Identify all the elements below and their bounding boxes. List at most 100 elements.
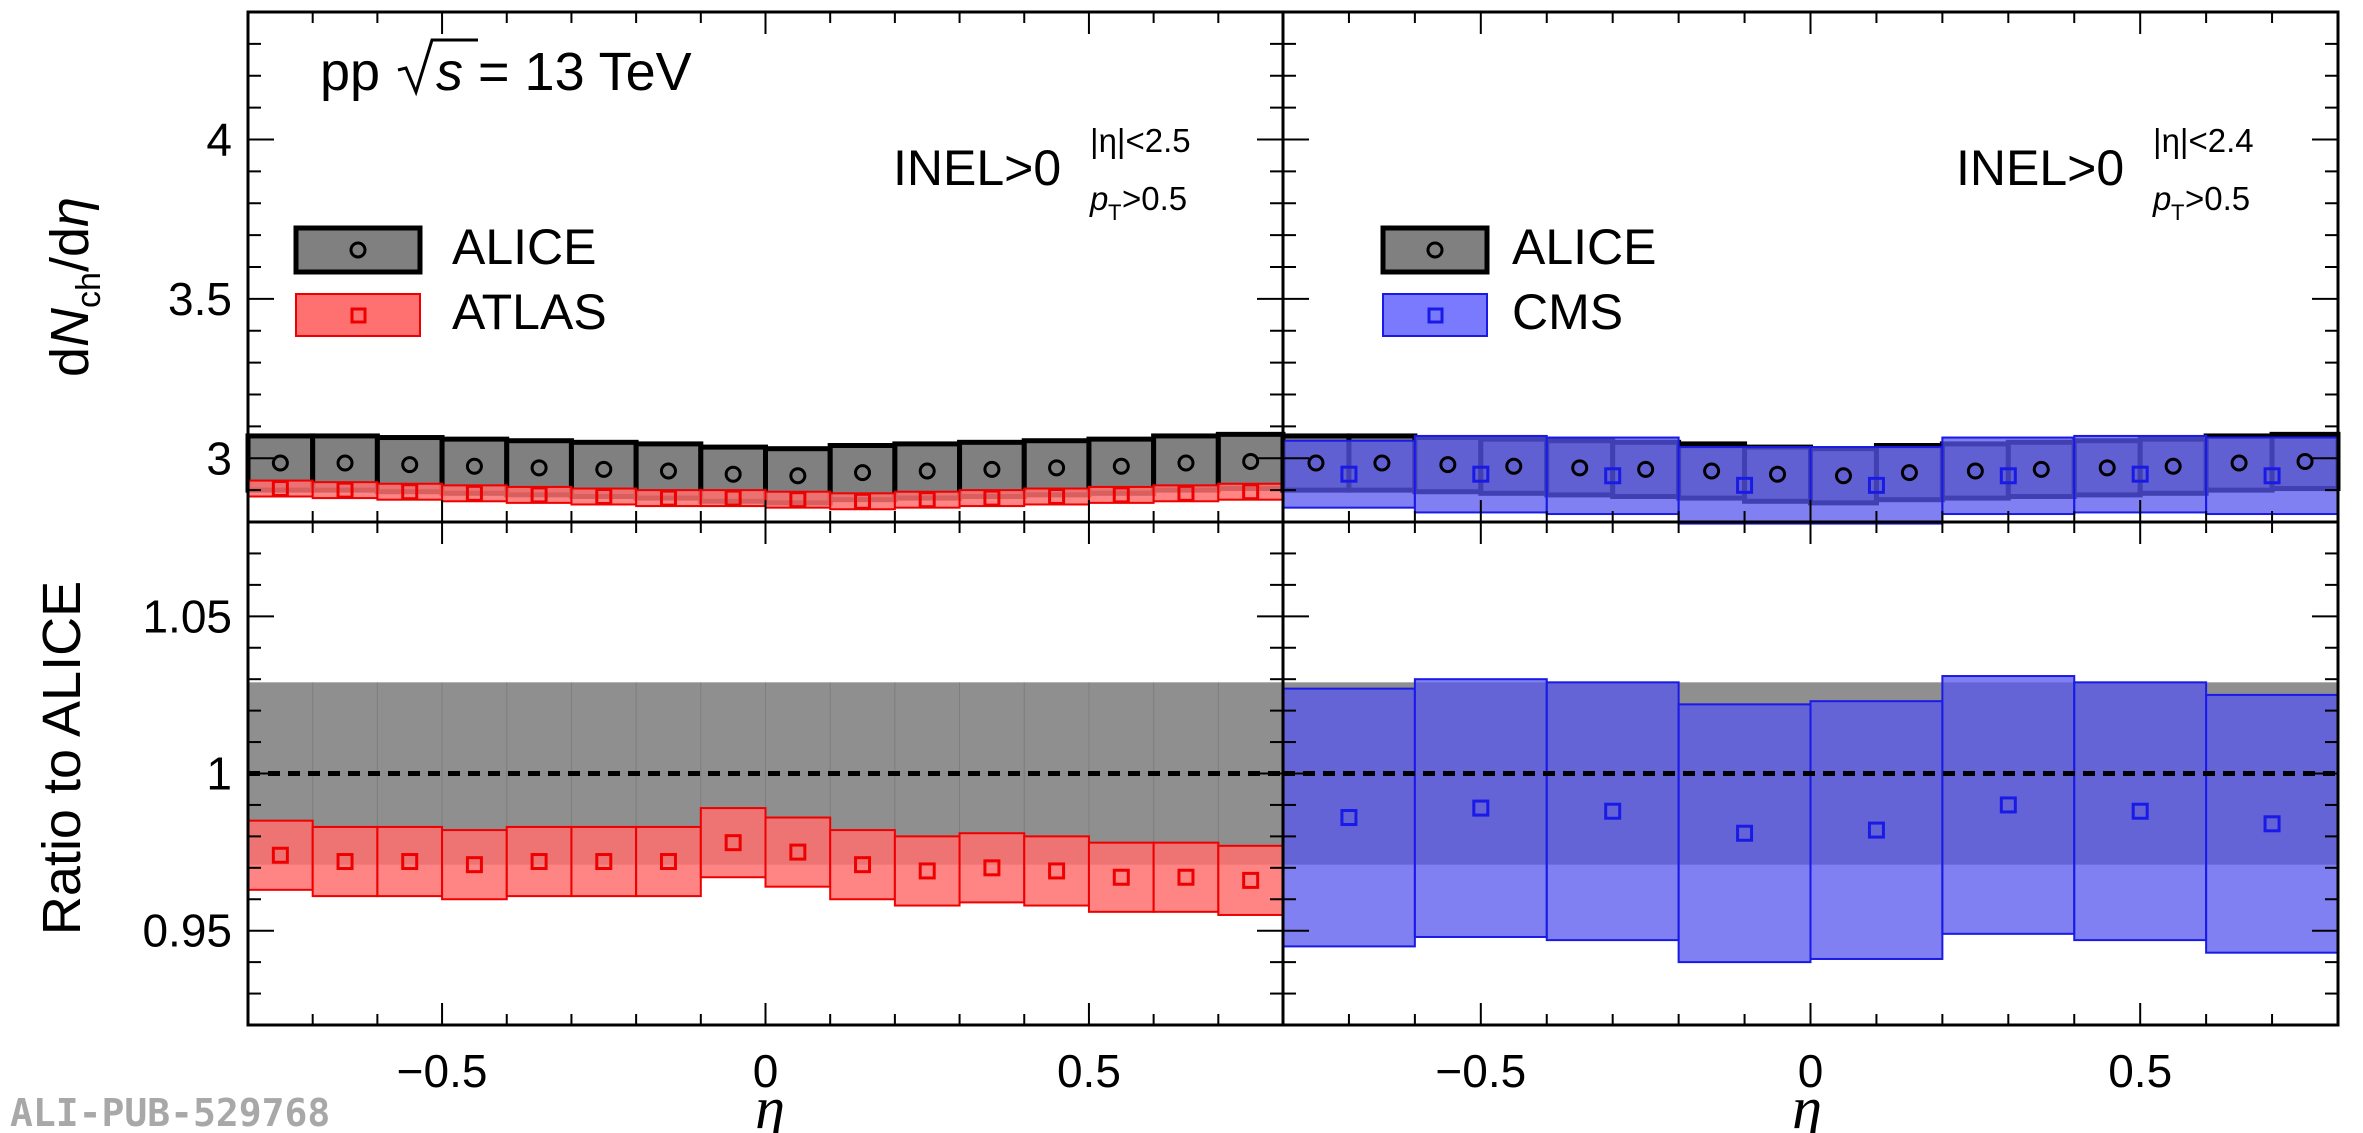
- tl-alice-box-12: [1021, 438, 1092, 498]
- svg-text:T: T: [1108, 200, 1121, 225]
- tl-alice-point-8: [789, 467, 807, 485]
- tr-alice-point-1: [1373, 454, 1391, 472]
- tl-alice-box-15: [1215, 431, 1286, 492]
- tl-alice-point-7: [724, 465, 742, 483]
- legend-entry-cms: CMS: [1382, 284, 1623, 340]
- tl-atlas-point-7: [724, 489, 742, 507]
- y-tick-label-top: 4: [206, 114, 232, 166]
- tl-atlas-point-11: [983, 489, 1001, 507]
- tl-alice-box-11: [957, 439, 1027, 499]
- tl-alice-point-12: [1048, 459, 1066, 477]
- tl-atlas-point-9: [854, 492, 872, 510]
- tr-alice-point-12: [2098, 459, 2116, 477]
- legend-right: ALICE CMS: [1380, 219, 1657, 340]
- tl-alice-box-14: [1151, 433, 1221, 493]
- bl-x-tick-label: −0.5: [397, 1045, 488, 1097]
- bl-atlas-point-5: [595, 853, 613, 871]
- legend-swatch-alice-right: [1380, 225, 1490, 275]
- y-axis-title-bottom: Ratio to ALICE: [32, 581, 92, 935]
- bl-atlas-box-3: [441, 829, 508, 901]
- tick-labels: 3 3.5 4 0.95 1 1.05 −0.5 0 0.5 −0.5 0 0.5: [142, 114, 2172, 1098]
- tl-alice-point-13: [1112, 457, 1130, 475]
- bl-atlas-box-0: [247, 819, 314, 891]
- bl-atlas-point-14: [1177, 868, 1195, 886]
- bl-atlas-box-11: [958, 832, 1026, 904]
- tr-cms-box-5: [1941, 436, 2076, 516]
- br-cms-point-2: [1604, 802, 1622, 820]
- energy-value: = 13 TeV: [478, 42, 692, 102]
- br-cms-box-2: [1545, 681, 1680, 942]
- tr-alice-point-14: [2230, 454, 2248, 472]
- tl-atlas-point-4: [530, 486, 548, 504]
- br-cms-point-6: [2131, 802, 2149, 820]
- bl-atlas-point-4: [530, 853, 548, 871]
- tr-cms-point-2: [1604, 467, 1622, 485]
- tr-cms-point-7: [2263, 467, 2281, 485]
- svg-text:>0.5: >0.5: [1122, 180, 1187, 217]
- br-cms-box-5: [1941, 675, 2076, 935]
- bl-atlas-point-7: [724, 834, 742, 852]
- tr-cms-point-5: [1999, 467, 2017, 485]
- tl-atlas-point-10: [918, 491, 936, 509]
- br-cms-box-3: [1677, 703, 1812, 964]
- axis-ticks: [248, 12, 2338, 1025]
- tr-alice-point-13: [2164, 457, 2182, 475]
- tr-alice-point-5: [1637, 460, 1655, 478]
- bl-atlas-point-9: [854, 856, 872, 874]
- tr-alice-point-15: [2296, 452, 2314, 470]
- bl-atlas-point-10: [918, 862, 936, 880]
- bl-atlas-box-9: [829, 829, 896, 901]
- tl-alice-point-0: [271, 454, 289, 472]
- tl-alice-point-4: [530, 459, 548, 477]
- legend-entry-alice: ALICE: [293, 219, 597, 275]
- watermark: ALI-PUB-529768: [10, 1091, 330, 1133]
- legend-marker-cms: [1427, 307, 1444, 324]
- tl-atlas-point-0: [271, 480, 289, 498]
- sqrt-sign: [397, 38, 478, 97]
- tl-alice-point-9: [854, 464, 872, 482]
- legend-swatch-alice: [293, 225, 423, 275]
- y-tick-label-top: 3: [206, 432, 232, 484]
- legend-swatch-cms: [1382, 293, 1488, 337]
- y-tick-label-bottom: 1.05: [142, 590, 232, 642]
- svg-text:CMS: CMS: [1512, 284, 1623, 340]
- svg-text:p: p: [2152, 180, 2171, 217]
- tr-alice-point-4: [1571, 459, 1589, 477]
- tr-cms-point-1: [1472, 465, 1490, 483]
- tl-atlas-point-8: [789, 491, 807, 509]
- svg-text:|η|<2.5: |η|<2.5: [1090, 122, 1191, 159]
- tl-alice-point-11: [983, 460, 1001, 478]
- bl-atlas-box-14: [1152, 841, 1220, 913]
- bl-atlas-box-13: [1087, 841, 1155, 913]
- legend-marker-atlas: [350, 307, 367, 324]
- tr-alice-point-8: [1834, 467, 1852, 485]
- legend-marker-alice: [349, 241, 367, 259]
- tl-atlas-point-12: [1048, 488, 1066, 505]
- tr-alice-point-11: [2032, 460, 2050, 478]
- bl-atlas-point-3: [465, 856, 483, 874]
- tl-alice-point-2: [401, 456, 419, 474]
- svg-text:T: T: [2171, 200, 2184, 225]
- svg-text:INEL>0: INEL>0: [893, 140, 1061, 196]
- y-tick-label-top: 3.5: [168, 273, 232, 325]
- bl-atlas-point-8: [789, 843, 807, 861]
- tl-atlas-point-1: [336, 481, 354, 499]
- bl-atlas-box-2: [376, 825, 444, 898]
- tl-atlas-point-14: [1177, 484, 1195, 502]
- svg-text:Ratio to ALICE: Ratio to ALICE: [32, 581, 92, 935]
- br-cms-box-6: [2073, 681, 2208, 942]
- tl-atlas-point-13: [1112, 486, 1130, 504]
- bl-atlas-box-5: [570, 825, 638, 898]
- tl-alice-box-9: [827, 443, 898, 503]
- bl-atlas-box-6: [635, 825, 702, 898]
- tr-cms-box-3: [1677, 446, 1812, 525]
- tr-cms-box-0: [1282, 439, 1416, 509]
- br-cms-point-1: [1472, 799, 1490, 817]
- tl-alice-point-5: [595, 460, 613, 478]
- bl-atlas-box-1: [311, 825, 379, 898]
- bl-atlas-box-7: [699, 807, 767, 879]
- br-x-tick-label: 0.5: [2108, 1045, 2172, 1097]
- bl-atlas-point-12: [1048, 862, 1066, 880]
- br-cms-point-5: [1999, 796, 2017, 814]
